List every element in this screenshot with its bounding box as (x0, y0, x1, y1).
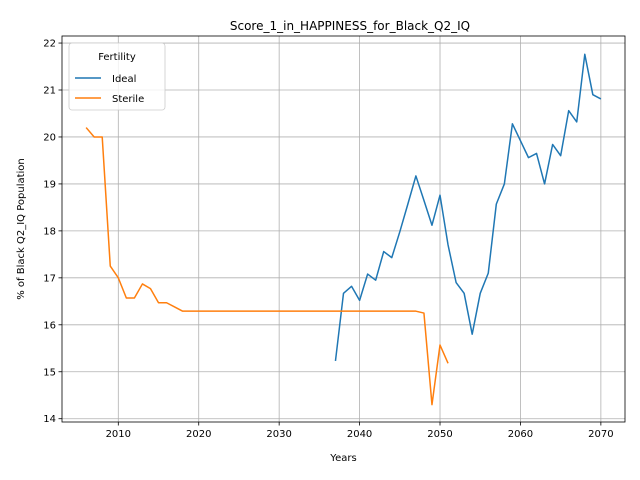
series-layer (85, 53, 602, 406)
legend: Fertility Ideal Sterile (68, 42, 166, 111)
y-tick-label: 15 (43, 367, 56, 378)
y-tick-label: 22 (43, 39, 56, 50)
legend-label-ideal: Ideal (112, 74, 136, 85)
y-tick-label: 21 (43, 86, 56, 97)
y-tick-label: 17 (43, 273, 56, 284)
legend-title: Fertility (98, 52, 136, 63)
x-tick-label: 2030 (266, 429, 291, 440)
x-tick-label: 2040 (347, 429, 372, 440)
y-axis-ticks: 14 15 16 17 18 19 20 21 22 (43, 39, 62, 425)
x-tick-label: 2070 (588, 429, 613, 440)
x-tick-label: 2010 (106, 429, 131, 440)
y-tick-label: 14 (43, 414, 56, 425)
x-tick-label: 2050 (427, 429, 452, 440)
x-tick-label: 2020 (186, 429, 211, 440)
grid (62, 36, 625, 422)
plot-frame (61, 35, 626, 423)
x-tick-label: 2060 (508, 429, 533, 440)
legend-label-sterile: Sterile (112, 94, 144, 105)
y-tick-label: 19 (43, 179, 56, 190)
y-tick-label: 20 (43, 132, 56, 143)
chart-title: Score_1_in_HAPPINESS_for_Black_Q2_IQ (230, 19, 470, 33)
x-axis-ticks: 2010 2020 2030 2040 2050 2060 2070 (106, 422, 614, 440)
y-axis-label: % of Black Q2_IQ Population (16, 158, 27, 300)
series-line-ideal (334, 53, 602, 362)
legend-box (68, 42, 166, 111)
x-axis-label: Years (329, 453, 356, 464)
y-tick-label: 18 (43, 226, 56, 237)
series-line-sterile (85, 127, 449, 406)
y-tick-label: 16 (43, 320, 56, 331)
